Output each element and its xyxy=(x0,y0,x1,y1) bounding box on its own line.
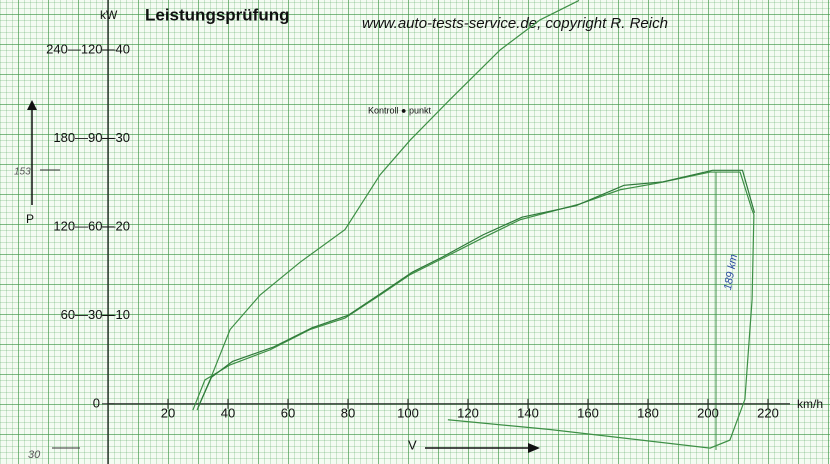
x-tick-label: 120 xyxy=(457,405,479,420)
series-line xyxy=(447,214,755,449)
chart-title: Leistungsprüfung xyxy=(145,5,289,24)
series-line xyxy=(197,169,756,408)
arrow-head xyxy=(528,443,540,453)
chart-subtitle: www.auto-tests-service.de, copyright R. … xyxy=(362,15,668,32)
x-tick-label: 60 xyxy=(281,405,295,420)
x-axis-label: km/h xyxy=(797,397,823,411)
x-tick-label: 40 xyxy=(221,405,235,420)
y-tick-label: 180—90—30 xyxy=(53,130,130,145)
y-tick-label: 240—120—40 xyxy=(46,41,130,56)
y-axis-label: kW xyxy=(100,8,118,22)
x-tick-label: 180 xyxy=(637,405,659,420)
y-tick-label: 0 xyxy=(93,395,100,410)
annotation: Kontroll ● punkt xyxy=(368,105,431,115)
x-tick-label: 100 xyxy=(397,405,419,420)
series-line xyxy=(192,171,755,411)
x-tick-label: 20 xyxy=(161,405,175,420)
y-tick-label: 120—60—20 xyxy=(53,218,130,233)
x-tick-label: 220 xyxy=(757,405,779,420)
x-tick-label: 80 xyxy=(341,405,355,420)
x-tick-label: 160 xyxy=(577,405,599,420)
annotation: 153 xyxy=(14,167,31,178)
x-tick-label: 200 xyxy=(697,405,719,420)
y-axis-symbol: P xyxy=(26,212,34,226)
y-tick-label: 60—30—10 xyxy=(61,307,130,322)
series-line xyxy=(196,0,580,411)
annotation: 189 km xyxy=(722,253,740,291)
annotation: 30 xyxy=(28,449,41,461)
arrow-head xyxy=(27,100,37,110)
x-tick-label: 140 xyxy=(517,405,539,420)
annotation: V xyxy=(408,437,417,452)
